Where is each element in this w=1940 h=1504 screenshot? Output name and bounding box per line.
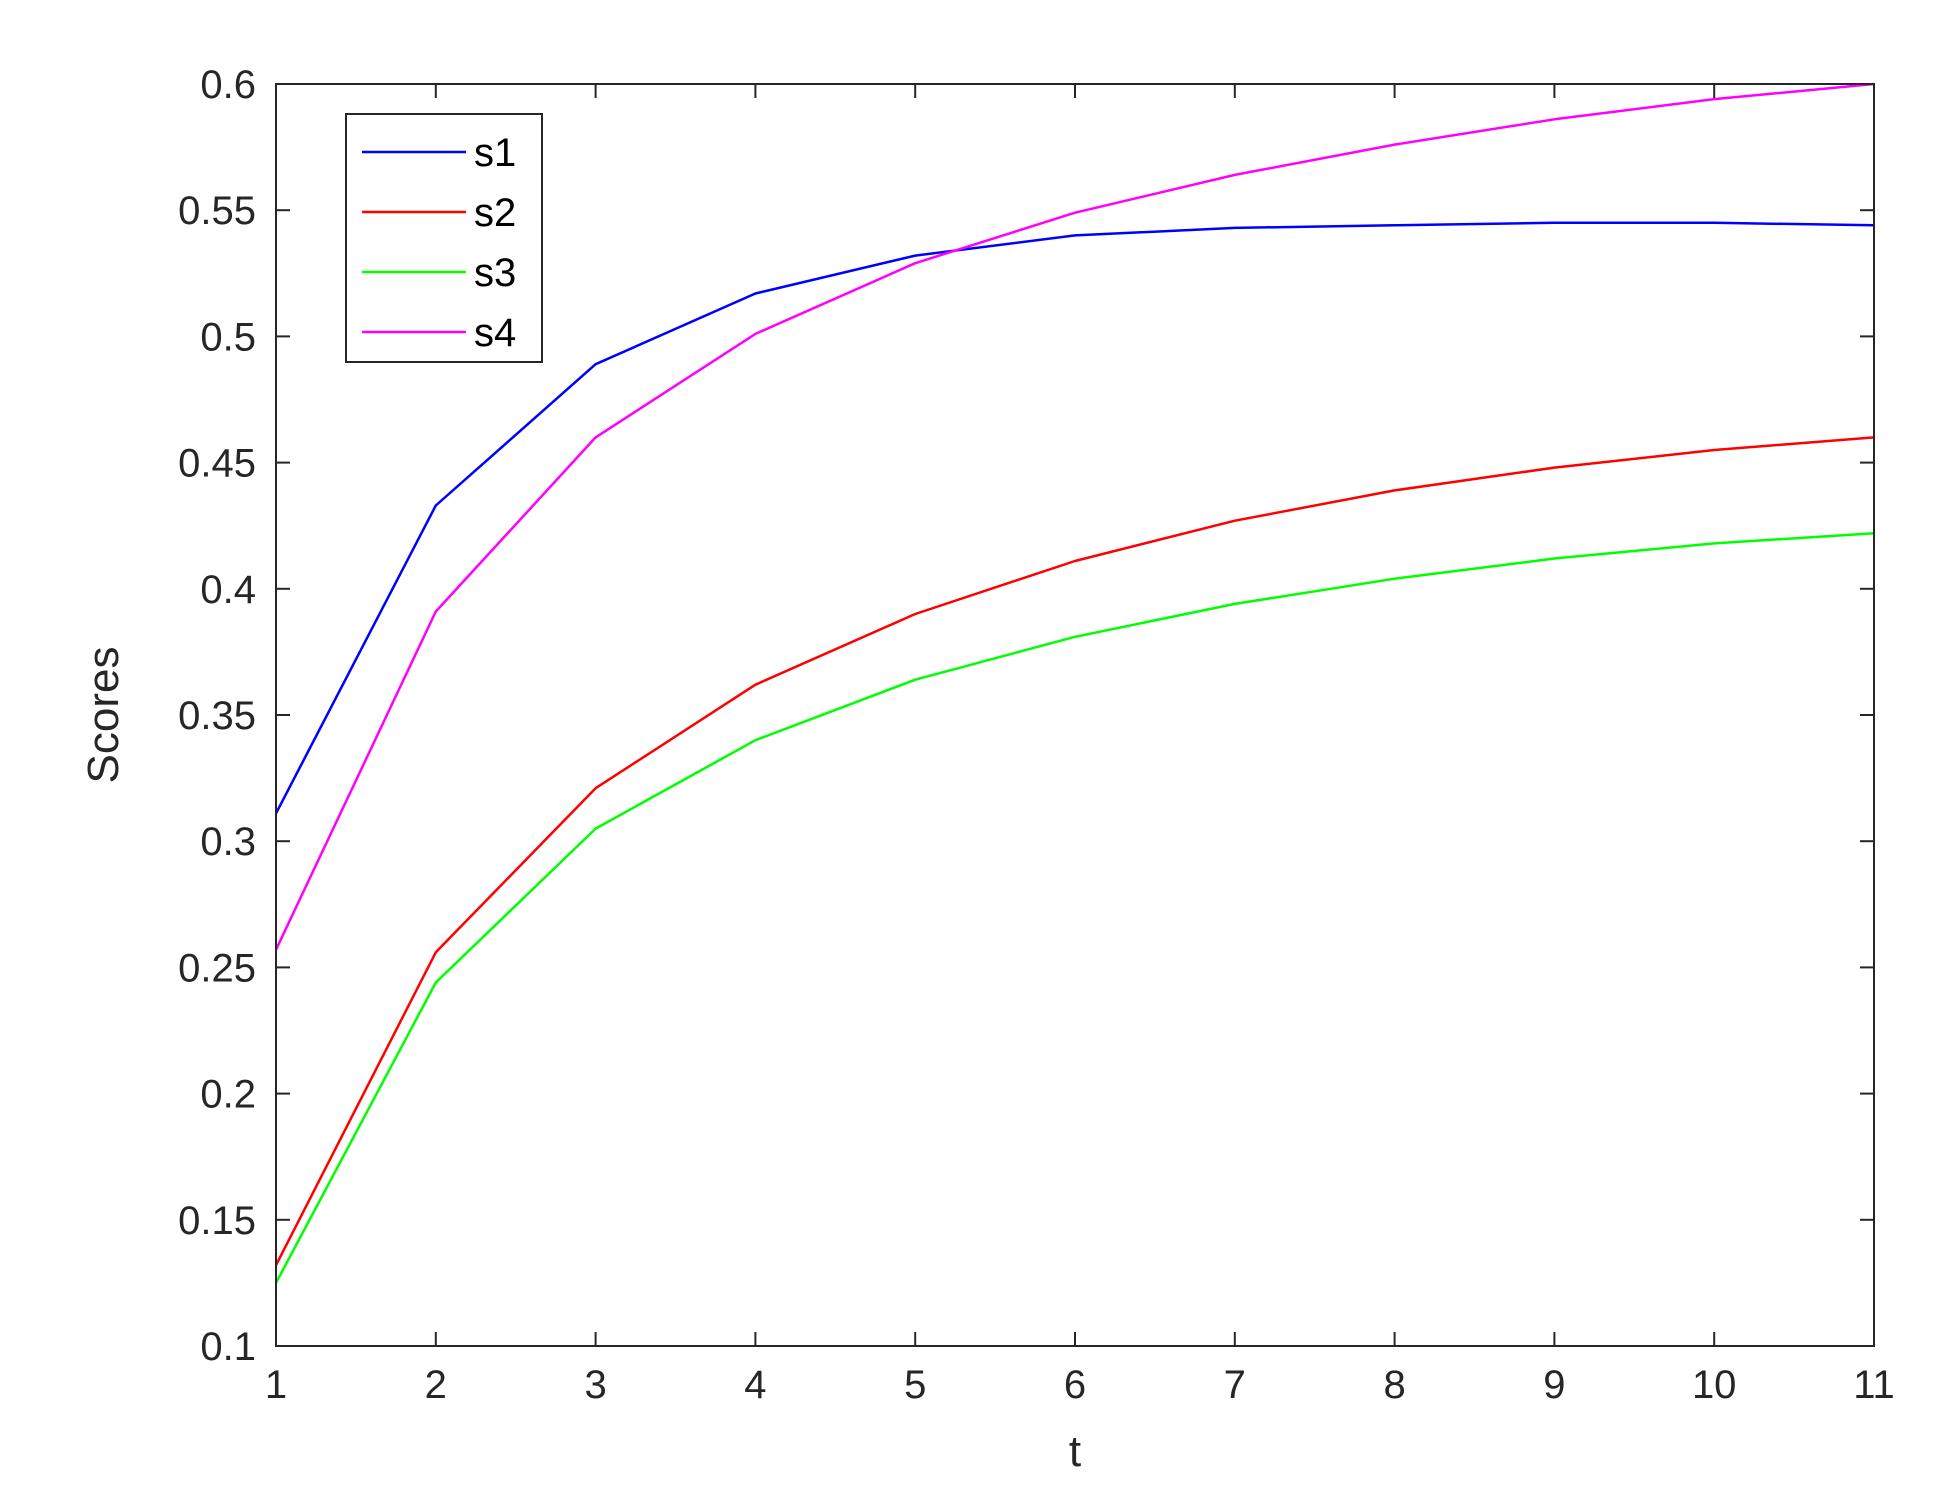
x-tick-label: 3 [584,1363,606,1407]
y-tick-label: 0.15 [178,1199,256,1243]
x-axis-label: t [1069,1427,1081,1476]
series-line-s4 [274,82,1875,951]
tick-labels: 1 2 3 4 5 6 7 8 9 10 11 0.1 0.15 0.2 0.25 0.3 0.35 0.4 0.4… [178,63,1895,1407]
y-tick-label: 0.1 [200,1325,256,1369]
y-axis-label: Scores [79,647,128,784]
series-line-s1 [274,221,1875,814]
y-tick-label: 0.2 [200,1073,256,1117]
series-layer [274,82,1875,1284]
x-tick-label: 6 [1064,1363,1086,1407]
y-tick-label: 0.4 [200,568,256,612]
y-tick-label: 0.45 [178,442,256,486]
series-line-s3 [274,532,1875,1284]
legend-box [345,113,543,363]
y-tick-label: 0.55 [178,189,256,233]
x-tick-label: 8 [1383,1363,1405,1407]
x-tick-label: 9 [1543,1363,1565,1407]
x-tick-label: 2 [425,1363,447,1407]
x-tick-label: 1 [265,1363,287,1407]
legend-label-s1: s1 [474,131,516,175]
y-tick-label: 0.5 [200,315,256,359]
x-tick-label: 5 [904,1363,926,1407]
y-tick-label: 0.6 [200,63,256,107]
x-tick-label: 10 [1692,1363,1737,1407]
y-tick-label: 0.35 [178,694,256,738]
series-line-s2 [274,436,1875,1266]
legend-label-s2: s2 [474,191,516,235]
x-tick-label: 7 [1224,1363,1246,1407]
y-tick-label: 0.25 [178,946,256,990]
x-tick-label: 11 [1853,1363,1895,1407]
x-tick-label: 4 [744,1363,766,1407]
plot-frame [275,83,1875,1347]
y-tick-label: 0.3 [200,820,256,864]
legend-label-s3: s3 [474,251,516,295]
legend: s1 s2 s3 s4 [345,113,543,363]
legend-label-s4: s4 [474,311,516,355]
